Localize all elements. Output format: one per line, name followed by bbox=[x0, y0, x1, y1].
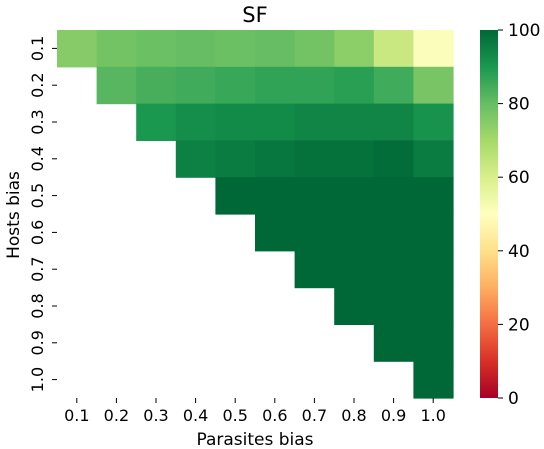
heatmap-cell bbox=[175, 103, 216, 141]
colorbar bbox=[480, 30, 498, 398]
y-tick-label: 0.3 bbox=[28, 109, 47, 134]
x-tick-label: 0.3 bbox=[143, 406, 168, 425]
heatmap-cell bbox=[373, 103, 414, 141]
heatmap-cell bbox=[334, 250, 375, 289]
y-axis: 0.1 0.2 0.3 0.4 0.5 0.6 0.7 0.8 0.9 1.0 bbox=[28, 36, 57, 392]
heatmap-cell bbox=[334, 287, 375, 325]
x-tick-label: 0.7 bbox=[302, 406, 327, 425]
heatmap-cell bbox=[373, 214, 414, 252]
x-tick-label: 0.5 bbox=[222, 406, 247, 425]
heatmap-cell bbox=[175, 140, 216, 178]
heatmap-cell bbox=[413, 287, 454, 325]
y-tick-label: 0.5 bbox=[28, 183, 47, 208]
x-tick-label: 1.0 bbox=[420, 406, 445, 425]
y-tick-label: 0.6 bbox=[28, 220, 47, 245]
heatmap-cell bbox=[334, 140, 375, 178]
heatmap-cell bbox=[215, 103, 256, 141]
heatmap-cell bbox=[413, 324, 454, 362]
heatmap-cell bbox=[215, 66, 256, 105]
heatmap-cell bbox=[255, 140, 296, 178]
y-tick-label: 0.9 bbox=[28, 330, 47, 355]
heatmap-cell bbox=[334, 103, 375, 141]
heatmap-cell bbox=[334, 177, 375, 215]
x-tick-label: 0.9 bbox=[381, 406, 406, 425]
y-tick-label: 0.4 bbox=[28, 146, 47, 171]
heatmap-cell bbox=[255, 177, 296, 215]
x-tick-label: 0.8 bbox=[341, 406, 366, 425]
heatmap-cells bbox=[57, 30, 454, 399]
heatmap-cell bbox=[96, 66, 137, 105]
heatmap-cell bbox=[294, 177, 335, 215]
heatmap-cell bbox=[136, 66, 177, 105]
heatmap-cell bbox=[294, 214, 335, 252]
heatmap-cell bbox=[294, 103, 335, 141]
x-tick-label: 0.2 bbox=[104, 406, 129, 425]
chart-title: SF bbox=[242, 3, 267, 27]
heatmap-cell bbox=[413, 250, 454, 289]
heatmap-cell bbox=[136, 30, 177, 68]
y-axis-label: Hosts bias bbox=[4, 171, 24, 259]
heatmap-cell bbox=[413, 30, 454, 68]
colorbar-tick-label: 80 bbox=[508, 95, 530, 115]
heatmap-cell bbox=[57, 30, 98, 68]
heatmap-cell bbox=[373, 66, 414, 105]
x-tick-label: 0.1 bbox=[64, 406, 89, 425]
y-tick-label: 0.2 bbox=[28, 72, 47, 97]
heatmap-cell bbox=[294, 140, 335, 178]
colorbar-tick-label: 0 bbox=[508, 389, 519, 409]
heatmap-cell bbox=[215, 177, 256, 215]
heatmap-cell bbox=[334, 214, 375, 252]
colorbar-ticks: 0 20 40 60 80 100 bbox=[498, 21, 540, 409]
colorbar-tick-label: 20 bbox=[508, 315, 530, 335]
x-tick-label: 0.6 bbox=[262, 406, 287, 425]
heatmap-cell bbox=[255, 66, 296, 105]
heatmap-cell bbox=[215, 140, 256, 178]
heatmap-cell bbox=[334, 30, 375, 68]
heatmap-cell bbox=[413, 66, 454, 105]
colorbar-tick-label: 60 bbox=[508, 168, 530, 188]
y-tick-label: 0.7 bbox=[28, 256, 47, 281]
x-axis-label: Parasites bias bbox=[196, 430, 313, 449]
y-tick-label: 0.1 bbox=[28, 36, 47, 61]
heatmap-cell bbox=[373, 140, 414, 178]
heatmap-cell bbox=[413, 361, 454, 399]
colorbar-tick-label: 40 bbox=[508, 242, 530, 262]
colorbar-tick-label: 100 bbox=[508, 21, 540, 41]
heatmap-cell bbox=[255, 30, 296, 68]
y-tick-label: 1.0 bbox=[28, 367, 47, 392]
heatmap-cell bbox=[413, 214, 454, 252]
heatmap-cell bbox=[373, 287, 414, 325]
heatmap-cell bbox=[294, 250, 335, 289]
heatmap-cell bbox=[175, 66, 216, 105]
y-tick-label: 0.8 bbox=[28, 293, 47, 318]
heatmap-cell bbox=[294, 66, 335, 105]
heatmap-cell bbox=[175, 30, 216, 68]
heatmap-cell bbox=[255, 214, 296, 252]
heatmap-cell bbox=[373, 30, 414, 68]
heatmap-cell bbox=[136, 103, 177, 141]
x-tick-label: 0.4 bbox=[183, 406, 208, 425]
heatmap-cell bbox=[294, 30, 335, 68]
heatmap-cell bbox=[373, 250, 414, 289]
heatmap-cell bbox=[215, 30, 256, 68]
heatmap-cell bbox=[255, 103, 296, 141]
heatmap-cell bbox=[96, 30, 137, 68]
x-axis: 0.1 0.2 0.3 0.4 0.5 0.6 0.7 0.8 0.9 1.0 bbox=[64, 398, 446, 425]
heatmap-cell bbox=[413, 140, 454, 178]
heatmap-cell bbox=[413, 103, 454, 141]
heatmap-cell bbox=[373, 324, 414, 362]
heatmap-cell bbox=[413, 177, 454, 215]
heatmap-cell bbox=[334, 66, 375, 105]
heatmap-cell bbox=[373, 177, 414, 215]
